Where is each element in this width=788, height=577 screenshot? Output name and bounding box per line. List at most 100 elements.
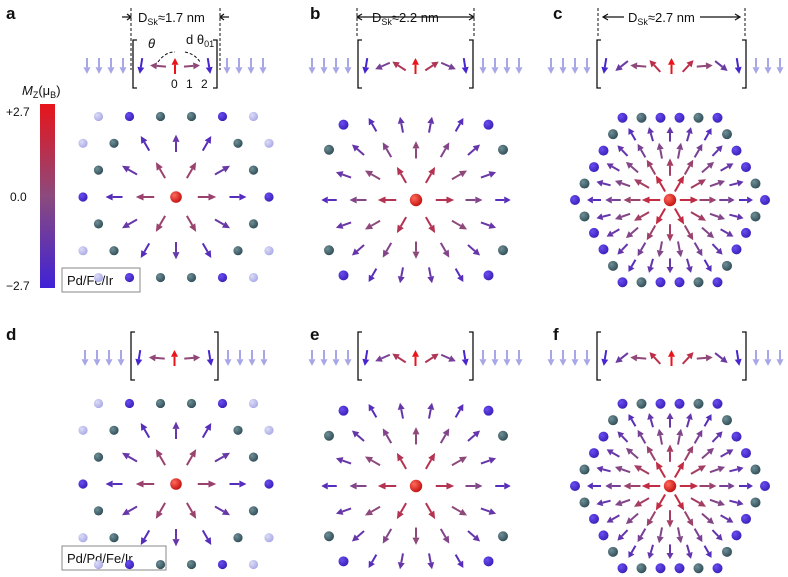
diameter-subscript: Sk — [147, 17, 158, 27]
spin-arrow — [734, 57, 742, 74]
spin-arrow — [454, 554, 464, 569]
bracket-left — [132, 39, 137, 89]
spin-site-ring — [722, 415, 732, 426]
spin-site-ring — [598, 431, 609, 442]
spin-arrow — [186, 215, 197, 232]
spin-arrow — [439, 528, 450, 544]
spin-site-ring — [750, 178, 761, 189]
spin-arrow — [703, 545, 712, 558]
spin-arrow — [344, 350, 352, 366]
spin-arrow — [623, 482, 641, 490]
spin-arrow — [676, 241, 684, 258]
spin-arrow — [690, 465, 707, 475]
spin-site-ring — [338, 119, 349, 130]
spin-site-ring — [750, 464, 761, 475]
spin-arrow — [461, 57, 469, 74]
spin-arrow — [461, 349, 469, 366]
spin-site-ring — [636, 563, 647, 574]
spin-site-ring — [233, 425, 243, 435]
spin-lattice-layer — [78, 39, 784, 574]
spin-arrow — [412, 141, 420, 159]
spin-arrow — [491, 58, 499, 74]
spin-arrow — [776, 58, 784, 74]
spin-arrow — [720, 163, 734, 172]
spin-arrow — [674, 461, 685, 479]
spin-arrow — [633, 465, 650, 475]
spin-arrow — [184, 354, 201, 362]
spin-site-ring — [93, 452, 104, 462]
spin-arrow — [656, 428, 664, 445]
spin-arrow — [729, 179, 744, 187]
spin-site-ring — [109, 533, 119, 543]
spin-arrow — [364, 456, 381, 467]
spin-arrow — [351, 430, 365, 442]
spin-arrow — [625, 512, 639, 525]
spin-arrow — [503, 350, 511, 366]
spin-site-ring — [217, 398, 228, 409]
dtheta-label: d θ — [186, 32, 204, 47]
spin-site-ring — [155, 111, 166, 122]
spin-arrow — [247, 58, 255, 74]
spin-site-ring — [617, 112, 628, 123]
spin-site-ring — [324, 531, 334, 542]
spin-arrow — [647, 413, 655, 428]
spin-arrow — [201, 422, 212, 439]
spin-site-ring — [760, 481, 770, 491]
spin-site-ring — [109, 138, 119, 148]
spin-arrow — [720, 514, 734, 523]
spin-site-ring — [608, 260, 618, 271]
colorbar-unit: (μ — [38, 83, 50, 98]
spin-arrow — [719, 482, 735, 490]
spin-site-ring — [109, 425, 119, 435]
svg-text:DSk≈2.7 nm: DSk≈2.7 nm — [628, 10, 695, 27]
diameter-annotation-a: DSk≈1.7 nm — [122, 8, 229, 70]
panel-label-d: d — [6, 325, 16, 344]
spin-site-ring — [741, 448, 751, 459]
spin-arrow — [332, 58, 340, 74]
spin-arrow — [95, 58, 103, 74]
spin-arrow — [214, 452, 231, 463]
spin-arrow — [105, 350, 113, 366]
panel-label-c: c — [553, 4, 562, 23]
spin-arrow — [479, 350, 487, 366]
spin-arrow — [676, 142, 684, 159]
spin-arrow — [425, 166, 436, 184]
spin-arrow — [396, 216, 407, 234]
spin-site-ring — [124, 398, 135, 409]
spin-site-ring — [579, 178, 590, 189]
spin-arrow — [515, 58, 523, 74]
spin-arrow — [260, 350, 268, 366]
spin-site-ring — [712, 112, 723, 123]
spin-site — [93, 559, 104, 570]
spin-arrow — [714, 352, 728, 363]
spin-arrow — [427, 267, 435, 284]
spin-site-ring — [124, 559, 135, 570]
spin-site-ring — [186, 111, 197, 122]
spin-site-ring — [636, 112, 647, 123]
spin-site-ring — [338, 405, 349, 416]
spin-arrow — [229, 480, 247, 488]
spin-arrow — [693, 528, 703, 543]
spin-arrow — [223, 58, 231, 74]
spin-arrow — [362, 57, 370, 74]
spin-arrow — [435, 482, 455, 490]
spin-arrow — [451, 505, 468, 516]
spin-arrow — [666, 258, 674, 274]
spin-arrow — [676, 527, 684, 544]
spin-arrow — [666, 510, 674, 528]
spin-arrow — [729, 465, 744, 473]
spin-chain-b — [308, 39, 523, 89]
diameter-symbol: D — [138, 10, 147, 25]
spin-site-ring — [93, 506, 104, 516]
spin-arrow — [605, 482, 621, 490]
spin-arrow — [559, 58, 567, 74]
spin-arrow — [495, 482, 511, 490]
spin-site-ring — [155, 559, 166, 570]
spin-lattice-e — [321, 402, 511, 570]
spin-site-ring — [186, 272, 197, 283]
spin-arrow — [685, 544, 693, 559]
spin-site — [248, 111, 259, 122]
spin-site-ring — [324, 245, 334, 256]
spin-site-ring — [483, 556, 494, 567]
spin-site-center — [663, 479, 677, 493]
